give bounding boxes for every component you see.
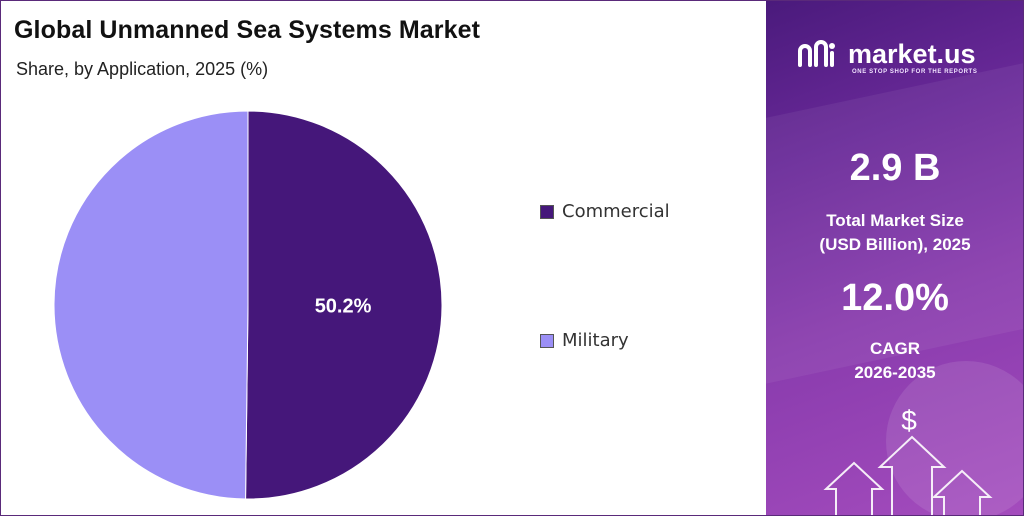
logo-tagline: ONE STOP SHOP FOR THE REPORTS (852, 69, 978, 75)
legend-item-commercial: Commercial (540, 201, 670, 222)
market-size-label-line1: Total Market Size (826, 211, 964, 230)
chart-title: Global Unmanned Sea Systems Market (14, 16, 481, 44)
pie-chart: 50.2% (53, 110, 443, 500)
legend-item-military: Military (540, 330, 629, 351)
market-size-value: 2.9 B (849, 147, 941, 189)
cagr-label-line2: 2026-2035 (854, 363, 936, 382)
cagr-label-line1: CAGR (869, 339, 921, 358)
market-us-logo: market.us (796, 39, 976, 69)
summary-sidebar: $ market.us ONE STOP SHOP FOR THE REPORT… (766, 1, 1023, 515)
chart-subtitle: Share, by Application, 2025 (%) (16, 59, 269, 79)
legend-label-commercial: Commercial (562, 201, 670, 222)
cagr-value: 12.0% (841, 277, 949, 319)
data-label-commercial: 50.2% (315, 296, 372, 318)
growth-arrows-graphic (823, 435, 993, 515)
legend-swatch-commercial (540, 204, 554, 219)
logo-mark-icon (798, 40, 835, 67)
dollar-icon: $ (901, 405, 917, 436)
legend-label-military: Military (562, 330, 629, 351)
market-size-label-line2: (USD Billion), 2025 (819, 235, 971, 254)
pie-slice-military (53, 110, 249, 500)
logo-text: market.us (848, 38, 976, 69)
legend-swatch-military (540, 333, 554, 348)
pie-slice-commercial (245, 110, 443, 500)
